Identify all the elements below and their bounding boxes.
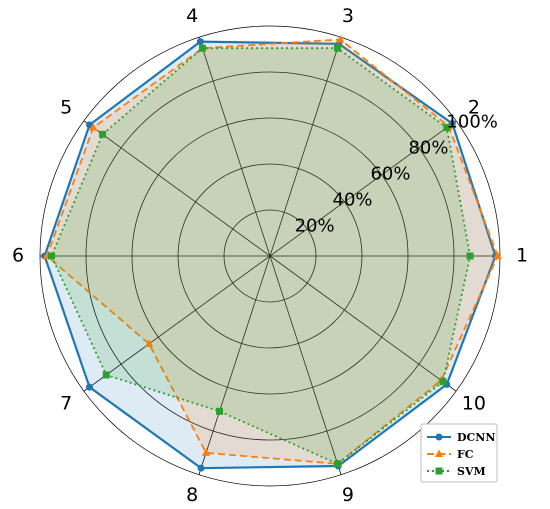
category-label: 1 — [516, 245, 528, 267]
legend-item: FC — [427, 448, 474, 461]
category-label: 9 — [342, 484, 354, 506]
category-label: 2 — [468, 96, 480, 118]
data-point — [466, 252, 474, 260]
data-point — [89, 123, 98, 131]
category-label: 7 — [60, 393, 72, 415]
grid-spoke — [83, 255, 271, 392]
data-point — [197, 464, 205, 472]
legend-label: DCNN — [457, 431, 495, 444]
ring-label: 60% — [370, 164, 410, 185]
data-point — [443, 124, 451, 132]
grid-spoke — [198, 37, 271, 257]
data-point — [196, 38, 204, 46]
data-point — [48, 252, 55, 260]
data-point — [102, 371, 110, 379]
category-label: 3 — [342, 5, 354, 27]
ring-label: 20% — [295, 216, 335, 237]
grid-spoke — [269, 120, 457, 257]
data-point — [435, 433, 443, 441]
grid-spoke — [269, 37, 342, 257]
data-point — [216, 407, 224, 415]
grid-spoke — [269, 255, 457, 392]
grid-spoke — [83, 120, 271, 257]
category-label: 5 — [60, 96, 72, 118]
data-point — [99, 130, 107, 138]
series-layer — [41, 34, 502, 472]
series-svm — [48, 44, 474, 468]
data-point — [439, 378, 447, 386]
data-point — [86, 383, 94, 391]
labels: 20% 40% 60% 80% 100% 1 2 3 4 5 6 7 8 9 10 — [12, 5, 528, 506]
series-area — [51, 48, 471, 464]
legend-label: FC — [457, 448, 474, 461]
data-point — [334, 460, 342, 468]
data-point — [198, 44, 206, 52]
grid — [39, 25, 501, 487]
legend-label: SVM — [457, 465, 486, 478]
grid-spoke — [198, 255, 271, 475]
ring-label: 80% — [408, 138, 448, 159]
data-point — [144, 339, 154, 347]
data-point — [434, 449, 444, 457]
category-label: 6 — [12, 245, 24, 267]
data-point — [435, 467, 443, 475]
category-label: 4 — [186, 5, 198, 27]
category-label: 10 — [462, 393, 486, 415]
series-line — [50, 47, 472, 465]
data-point — [201, 448, 211, 456]
data-point — [493, 251, 502, 259]
series-area — [46, 39, 498, 464]
grid-spoke — [269, 255, 342, 475]
ring-label: 100% — [446, 112, 497, 133]
legend-item: SVM — [427, 465, 486, 478]
legend: DCNN FC SVM — [420, 423, 498, 483]
legend-item: DCNN — [427, 431, 495, 444]
data-point — [336, 34, 345, 43]
category-label: 8 — [186, 484, 198, 506]
ring-label: 40% — [333, 190, 373, 211]
data-point — [334, 44, 342, 52]
